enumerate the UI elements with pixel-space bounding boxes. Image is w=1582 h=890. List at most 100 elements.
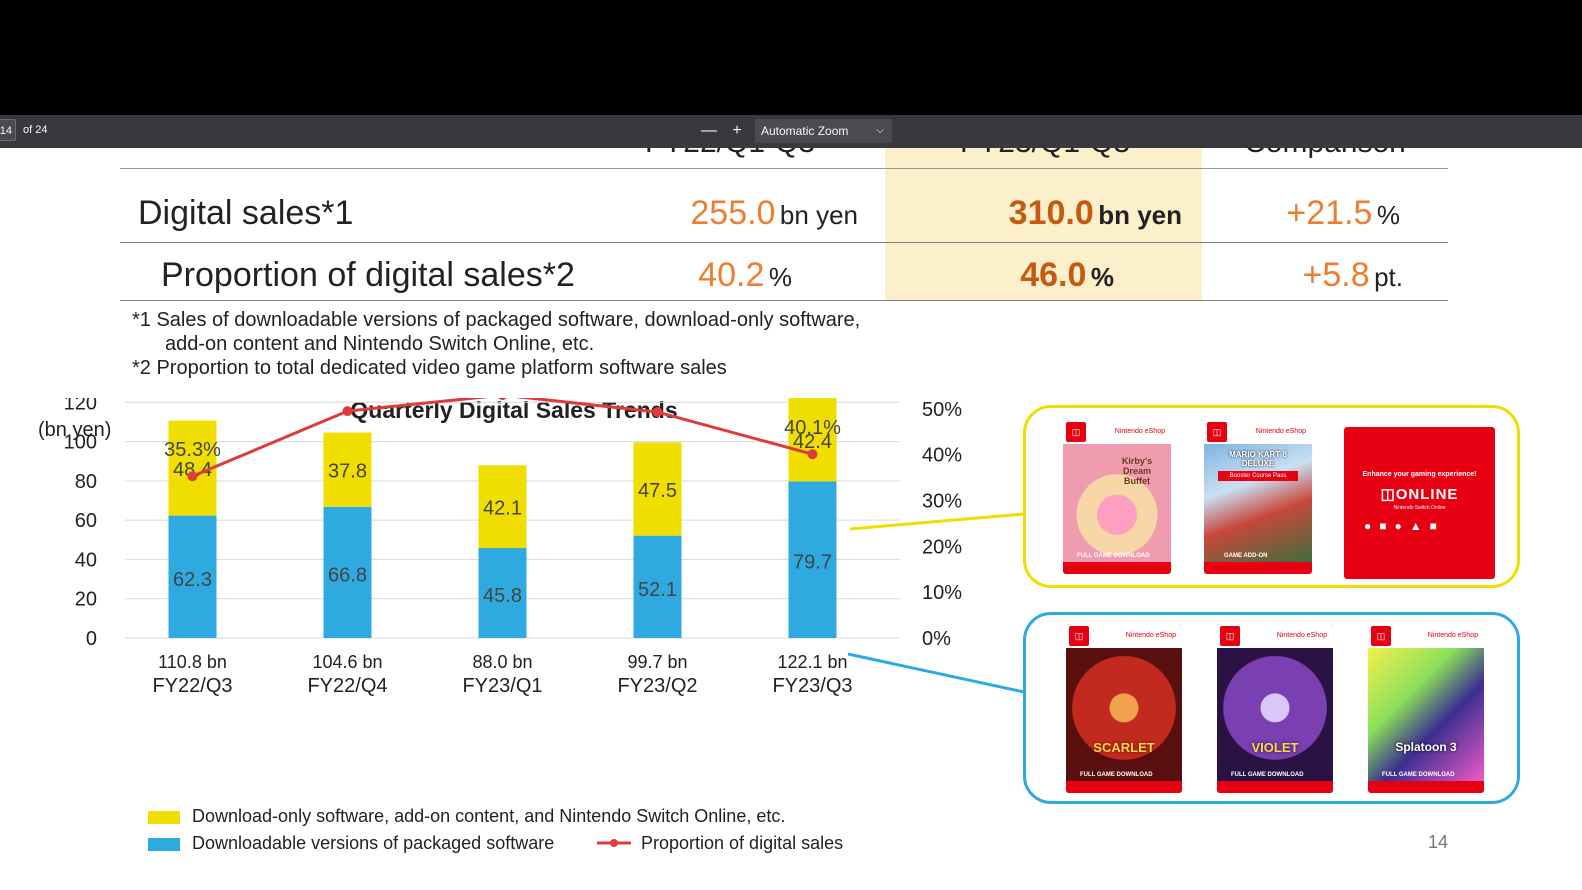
connector-lines bbox=[847, 512, 1025, 694]
eshop-label: Nintendo eShop bbox=[1427, 632, 1478, 639]
row1-fy23-unit: bn yen bbox=[1098, 200, 1182, 230]
table-divider bbox=[120, 168, 1448, 169]
nintendo-bar bbox=[1063, 562, 1171, 574]
bar-download-only bbox=[788, 398, 837, 482]
online-icons-row: ●■●▲■ bbox=[1364, 519, 1445, 533]
bar-total-label: 99.7 bn bbox=[627, 652, 687, 672]
bar-packaged bbox=[478, 548, 527, 638]
zoom-select[interactable]: Automatic Zoom ⌵ bbox=[755, 119, 892, 143]
row1-comparison-unit: % bbox=[1376, 200, 1400, 230]
x-tick-label: FY22/Q4 bbox=[307, 675, 387, 697]
row2-fy22-value: 40.2 bbox=[698, 256, 765, 294]
footnote-1a: *1 Sales of downloadable versions of pac… bbox=[132, 309, 861, 331]
x-tick-label: FY23/Q2 bbox=[617, 675, 697, 697]
row1-fy23-cell: 310.0 bn yen bbox=[900, 194, 1182, 233]
legend-swatch-yellow bbox=[148, 811, 180, 824]
table-col1-header: FY22/Q1-Q3 bbox=[630, 148, 830, 160]
row-label-digital-sales: Digital sales*1 bbox=[138, 194, 354, 232]
bar-packaged-label: 52.1 bbox=[638, 579, 677, 601]
kirby-dream-buffet-card: ◫ Nintendo eShop Kirby's Dream Buffet FUL… bbox=[1063, 420, 1171, 574]
y-tick-label: 0 bbox=[86, 628, 97, 650]
row1-fy22-unit: bn yen bbox=[779, 200, 858, 230]
bar-packaged-label: 62.3 bbox=[173, 569, 212, 591]
y-tick-label: 80 bbox=[75, 471, 97, 493]
bar-download-only-label: 47.5 bbox=[638, 480, 677, 502]
proportion-point bbox=[807, 449, 818, 460]
zoom-out-button[interactable]: — bbox=[701, 122, 717, 139]
eshop-label: Nintendo eShop bbox=[1114, 428, 1165, 435]
row-label-proportion: Proportion of digital sales*2 bbox=[161, 256, 575, 294]
switch-logo-icon: ◫ bbox=[1207, 422, 1227, 442]
legend-label-yellow: Download-only software, add-on content, … bbox=[192, 806, 786, 826]
switch-logo-icon: ◫ bbox=[1066, 422, 1086, 442]
row2-comparison-value: +5.8 bbox=[1302, 256, 1370, 294]
row2-comparison-unit: pt. bbox=[1374, 262, 1403, 292]
bar-download-only-label: 48.4 bbox=[173, 459, 212, 481]
switch-logo-icon: ◫ bbox=[1371, 626, 1391, 646]
bar-download-only bbox=[478, 465, 527, 549]
proportion-point bbox=[342, 406, 353, 417]
eshop-label: Nintendo eShop bbox=[1276, 632, 1327, 639]
table-divider bbox=[120, 242, 1448, 243]
mario-kart-booster-card: ◫ Nintendo eShop MARIO KART 8 DELUXE Boos… bbox=[1204, 420, 1312, 574]
page-number-input[interactable]: 14 bbox=[0, 119, 16, 141]
zoom-select-value: Automatic Zoom bbox=[761, 124, 849, 138]
y2-tick-label: 0% bbox=[922, 628, 951, 650]
row2-fy23-unit: % bbox=[1090, 262, 1114, 292]
scarlet-artwork: SCARLET bbox=[1066, 648, 1182, 781]
y-axis-label: (bn yen) bbox=[38, 419, 111, 441]
eshop-label: Nintendo eShop bbox=[1125, 632, 1176, 639]
nintendo-switch-online-card: Enhance your gaming experience! ◫ONLINE … bbox=[1344, 427, 1495, 579]
page-count-label: of 24 bbox=[23, 124, 48, 136]
y-tick-label: 40 bbox=[75, 549, 97, 571]
bar-packaged bbox=[788, 481, 837, 638]
footnote-2: *2 Proportion to total dedicated video g… bbox=[132, 357, 727, 379]
addon-download-label: GAME ADD-ON bbox=[1224, 553, 1268, 559]
bar-packaged bbox=[633, 535, 682, 638]
bar-total-label: 110.8 bn bbox=[158, 652, 227, 672]
y2-tick-label: 50% bbox=[922, 399, 962, 421]
pokemon-scarlet-card: ◫ Nintendo eShop SCARLET FULL GAME DOWNLO… bbox=[1066, 624, 1182, 793]
row1-comparison-cell: +21.5 % bbox=[1210, 194, 1400, 233]
highlight-column bbox=[885, 148, 1202, 300]
zoom-in-button[interactable]: + bbox=[732, 122, 742, 139]
row2-fy23-cell: 46.0 % bbox=[900, 256, 1114, 295]
table-col2-header: FY23/Q1-Q3 bbox=[945, 148, 1145, 160]
nintendo-bar bbox=[1204, 562, 1312, 574]
proportion-point bbox=[498, 398, 507, 401]
bar-packaged bbox=[323, 506, 372, 638]
proportion-line bbox=[191, 398, 813, 478]
scarlet-title: SCARLET bbox=[1093, 740, 1155, 755]
x-tick-label: FY23/Q3 bbox=[772, 675, 852, 697]
nintendo-bar bbox=[1066, 781, 1182, 793]
bar-packaged-label: 66.8 bbox=[328, 564, 367, 586]
pdf-page: FY22/Q1-Q3 FY23/Q1-Q3 Comparison Digital… bbox=[0, 148, 1582, 890]
proportion-label: 35.3% bbox=[164, 439, 221, 461]
switch-logo-icon: ◫ bbox=[1069, 626, 1089, 646]
row1-fy22-value: 255.0 bbox=[690, 194, 776, 232]
mario-kart-artwork: MARIO KART 8 DELUXE Booster Course Pass bbox=[1204, 444, 1312, 562]
bar-total-label: 104.6 bn bbox=[312, 652, 382, 672]
footnote-1b: add-on content and Nintendo Switch Onlin… bbox=[165, 333, 595, 355]
page-footer-number: 14 bbox=[1428, 832, 1449, 852]
legend-label-line: Proportion of digital sales bbox=[641, 833, 844, 853]
y-tick-label: 20 bbox=[75, 589, 97, 611]
bar-total-label: 88.0 bn bbox=[472, 652, 532, 672]
full-download-label: FULL GAME DOWNLOAD bbox=[1080, 772, 1153, 778]
bar-packaged-label: 45.8 bbox=[483, 585, 522, 607]
y-tick-label: 60 bbox=[75, 510, 97, 532]
x-tick-label: FY22/Q3 bbox=[152, 675, 232, 697]
packaged-software-box: ◫ Nintendo eShop SCARLET FULL GAME DOWNLO… bbox=[1023, 612, 1520, 804]
pokemon-violet-card: ◫ Nintendo eShop VIOLET FULL GAME DOWNLOA… bbox=[1217, 624, 1333, 793]
online-subtitle: Nintendo Switch Online bbox=[1393, 505, 1446, 511]
bar-packaged bbox=[168, 515, 217, 638]
row2-fy23-value: 46.0 bbox=[1020, 256, 1087, 294]
splatoon-title: Splatoon 3 bbox=[1395, 740, 1457, 754]
mk-title: MARIO KART 8 DELUXE bbox=[1229, 450, 1287, 468]
y2-tick-label: 20% bbox=[922, 536, 962, 558]
full-download-label: FULL GAME DOWNLOAD bbox=[1231, 772, 1304, 778]
bar-download-only-label: 42.1 bbox=[483, 498, 522, 520]
switch-logo-icon: ◫ bbox=[1220, 626, 1240, 646]
switch-logo-icon: ◫ bbox=[1380, 486, 1396, 503]
row1-comparison-value: +21.5 bbox=[1286, 194, 1373, 232]
